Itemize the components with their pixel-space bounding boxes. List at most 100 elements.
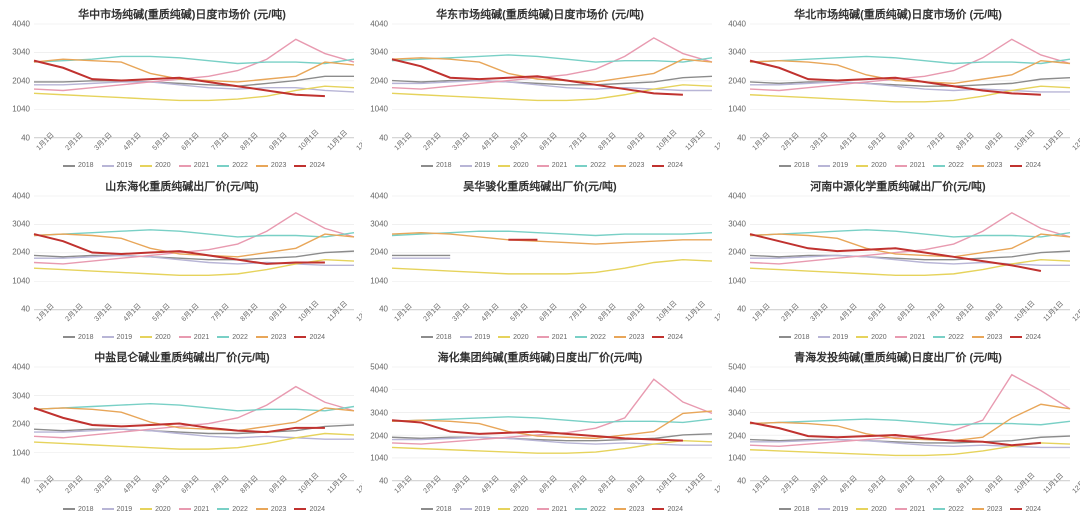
legend-item-2018: 2018 [421,334,452,341]
legend-item-2019: 2019 [460,334,491,341]
y-tick: 2040 [728,248,746,257]
legend-label: 2023 [271,162,287,169]
plot-area [750,367,1070,481]
legend-item-2023: 2023 [972,506,1003,513]
y-tick: 40 [21,305,30,314]
legend-swatch [895,508,907,510]
legend-swatch [140,508,152,510]
legend-item-2022: 2022 [575,506,606,513]
chart-grid: 华中市场纯碱(重质纯碱)日度市场价 (元/吨)40104020403040404… [4,4,1076,517]
y-tick: 3040 [728,48,746,57]
legend-item-2023: 2023 [256,334,287,341]
y-tick: 2040 [12,420,30,429]
legend-item-2019: 2019 [818,162,849,169]
legend-label: 2022 [232,506,248,513]
legend-label: 2020 [871,162,887,169]
y-tick: 40 [21,133,30,142]
y-tick: 3040 [12,391,30,400]
plot-area [392,24,712,138]
legend-swatch [460,165,472,167]
y-tick: 2040 [370,76,388,85]
legend-label: 2019 [833,506,849,513]
legend: 2018201920202021202220232024 [750,158,1070,174]
legend-label: 2023 [629,162,645,169]
legend-item-2023: 2023 [972,162,1003,169]
x-tick: 12月1日 [1070,127,1080,152]
series-2019 [392,81,712,91]
legend-label: 2023 [271,334,287,341]
legend-swatch [895,165,907,167]
series-2024 [392,59,683,95]
legend-label: 2018 [794,162,810,169]
y-tick: 2040 [728,431,746,440]
legend-swatch [652,165,664,167]
chart-title: 河南中源化学重质纯碱出厂价(元/吨) [720,178,1076,194]
x-tick: 12月1日 [1070,470,1080,495]
legend-item-2018: 2018 [63,334,94,341]
legend-label: 2022 [232,334,248,341]
y-tick: 1040 [370,276,388,285]
legend-item-2019: 2019 [102,506,133,513]
legend-swatch [140,165,152,167]
y-axis: 401040204030404040 [720,196,748,310]
y-tick: 3040 [12,220,30,229]
chart-panel-zhongyan-kunlun: 中盐昆仑碱业重质纯碱出厂价(元/吨)4010402040304040401月1日… [4,347,360,517]
legend-item-2021: 2021 [537,334,568,341]
legend-item-2018: 2018 [779,162,810,169]
legend-label: 2024 [667,162,683,169]
legend-label: 2019 [475,334,491,341]
legend-item-2023: 2023 [614,334,645,341]
y-tick: 4040 [370,386,388,395]
series-2018 [750,251,1070,260]
legend-label: 2021 [910,506,926,513]
legend-item-2022: 2022 [217,162,248,169]
legend-item-2022: 2022 [217,334,248,341]
legend-label: 2023 [987,162,1003,169]
chart-panel-qinghai-fatou: 青海发投纯碱(重质纯碱)日度出厂价 (元/吨)40104020403040404… [720,347,1076,517]
chart-title: 青海发投纯碱(重质纯碱)日度出厂价 (元/吨) [720,349,1076,365]
legend-swatch [779,165,791,167]
series-2021 [392,380,712,445]
legend-label: 2022 [948,334,964,341]
series-2022 [750,229,1070,236]
y-tick: 4040 [12,191,30,200]
legend-label: 2020 [871,506,887,513]
legend-item-2020: 2020 [140,506,171,513]
y-tick: 4040 [370,20,388,29]
legend-swatch [217,165,229,167]
legend: 2018201920202021202220232024 [34,501,354,517]
legend-label: 2024 [667,334,683,341]
legend-label: 2021 [194,162,210,169]
series-2019 [750,255,1070,265]
plot-area [34,196,354,310]
legend-item-2023: 2023 [614,162,645,169]
legend-swatch [294,508,306,510]
y-tick: 3040 [370,220,388,229]
legend: 2018201920202021202220232024 [392,158,712,174]
series-2022 [750,56,1070,63]
legend-item-2022: 2022 [933,162,964,169]
legend-label: 2024 [309,506,325,513]
chart-panel-huazhong: 华中市场纯碱(重质纯碱)日度市场价 (元/吨)40104020403040404… [4,4,360,174]
legend-item-2019: 2019 [102,334,133,341]
legend-item-2021: 2021 [895,506,926,513]
y-tick: 1040 [12,276,30,285]
legend-item-2020: 2020 [498,506,529,513]
y-tick: 4040 [12,20,30,29]
x-tick: 12月1日 [1070,299,1080,324]
y-tick: 40 [379,477,388,486]
legend-item-2023: 2023 [256,162,287,169]
legend-item-2021: 2021 [179,506,210,513]
legend-item-2021: 2021 [895,334,926,341]
legend-label: 2020 [155,162,171,169]
x-axis: 1月1日2月1日3月1日4月1日5月1日6月1日7月1日8月1日9月1日10月1… [34,483,354,499]
x-axis: 1月1日2月1日3月1日4月1日5月1日6月1日7月1日8月1日9月1日10月1… [34,140,354,156]
y-axis: 401040204030404040 [362,196,390,310]
chart-title: 华东市场纯碱(重质纯碱)日度市场价 (元/吨) [362,6,718,22]
legend-label: 2019 [833,334,849,341]
legend-swatch [217,336,229,338]
legend-item-2023: 2023 [614,506,645,513]
legend-swatch [972,508,984,510]
legend-swatch [179,336,191,338]
legend-item-2022: 2022 [575,334,606,341]
